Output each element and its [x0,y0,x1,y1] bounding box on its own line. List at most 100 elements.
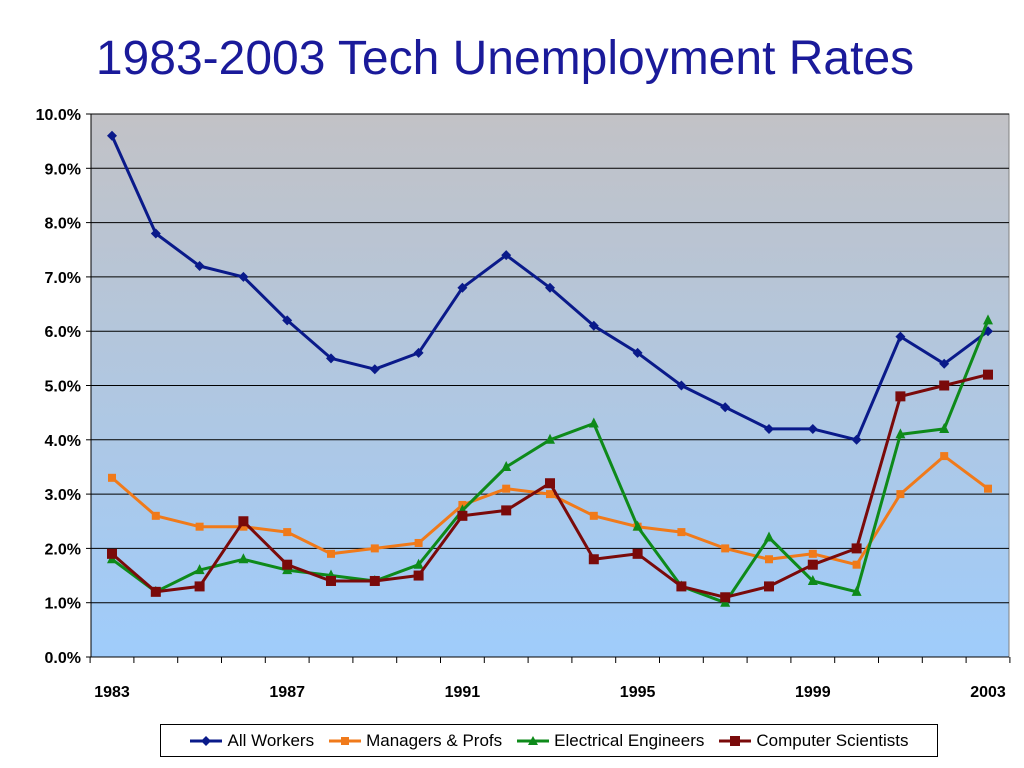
data-point [239,522,248,531]
data-point [939,380,950,391]
data-point [632,520,643,531]
legend-item-managers-profs: Managers & Profs [328,731,502,751]
data-point [896,490,905,499]
legend-item-all-workers: All Workers [189,731,314,751]
legend-swatch-computer-scientists [719,735,752,746]
data-point [501,505,512,516]
y-tick-label: 8.0% [45,216,81,233]
data-point [150,228,161,239]
data-point [545,433,555,444]
data-point [983,369,993,380]
data-point [150,586,161,597]
data-point [283,528,292,537]
data-point [632,548,643,559]
y-tick-label: 2.0% [45,541,81,558]
data-point [238,553,249,564]
data-point [852,560,861,569]
data-point [940,452,949,461]
data-point [194,581,205,592]
x-axis-ticks: 1983 1987 1991 1995 1999 2003 [89,657,1011,701]
legend-swatch-all-workers [190,735,223,746]
x-tick-label: 2003 [970,684,1006,701]
data-point [851,585,862,596]
data-point [895,391,906,402]
data-point [151,511,160,520]
data-point [677,528,686,537]
data-point [370,544,379,553]
data-point [807,423,818,434]
data-point [939,422,950,433]
series-layer [107,130,993,607]
data-point [808,549,817,558]
data-point [588,320,599,331]
legend-swatch-managers-profs [329,736,362,745]
data-point [632,347,643,358]
data-point [501,460,512,471]
legend-item-electrical-engineers: Electrical Engineers [516,731,704,751]
data-point [676,380,687,391]
data-point [194,564,205,575]
data-point [194,261,205,272]
y-tick-label: 6.0% [45,324,81,341]
data-point [413,570,424,581]
data-point [413,558,424,569]
data-point [369,575,380,586]
data-point [502,484,511,493]
data-point [895,428,906,439]
data-point [589,511,598,520]
data-point [807,574,818,585]
data-point [195,522,204,531]
data-point [895,331,906,342]
x-tick-label: 1987 [269,684,305,701]
legend-label: Electrical Engineers [554,730,705,750]
legend-label: Managers & Profs [366,730,503,750]
y-tick-label: 1.0% [45,596,81,613]
legend-label: All Workers [227,730,315,750]
data-point [326,353,336,364]
data-point [238,516,249,527]
y-tick-label: 5.0% [45,379,81,396]
data-point [764,423,774,434]
data-point [369,364,380,375]
data-point [764,531,774,542]
legend-label: Computer Scientists [756,730,909,750]
series-all-workers [107,130,993,445]
x-tick-label: 1999 [795,684,831,701]
data-point [545,282,555,293]
data-point [721,544,730,553]
x-tick-label: 1983 [94,684,130,701]
x-tick-label: 1995 [620,684,656,701]
data-point [939,358,950,369]
data-point [851,434,862,445]
data-point [720,592,731,603]
data-point [501,250,512,261]
y-tick-label: 3.0% [45,487,81,504]
data-point [326,575,336,586]
data-point [807,559,818,570]
y-tick-label: 4.0% [45,433,81,450]
data-point [546,490,554,499]
data-point [107,130,117,141]
series-computer-scientists [107,369,993,603]
y-tick-label: 0.0% [45,650,81,667]
data-point [588,554,599,565]
data-point [545,478,555,489]
data-point [107,548,117,559]
chart-title: 1983-2003 Tech Unemployment Rates [95,32,915,85]
y-tick-label: 10.0% [36,107,81,124]
data-point [765,555,773,564]
data-point [588,417,599,428]
data-point [327,549,335,558]
data-point [764,581,774,592]
data-point [457,282,468,293]
data-point [720,402,731,413]
data-point [457,510,468,521]
y-axis-ticks: 0.0% 1.0% 2.0% 3.0% 4.0% 5.0% 6.0% 7.0% 8.0% 9.0%… [36,107,91,667]
data-point [108,473,116,482]
data-point [984,484,992,493]
y-tick-label: 9.0% [45,161,81,178]
legend-item-computer-scientists: Computer Scientists [718,730,909,751]
legend-swatch-electrical-engineers [517,735,550,745]
data-point [282,315,293,326]
data-point [413,347,424,358]
